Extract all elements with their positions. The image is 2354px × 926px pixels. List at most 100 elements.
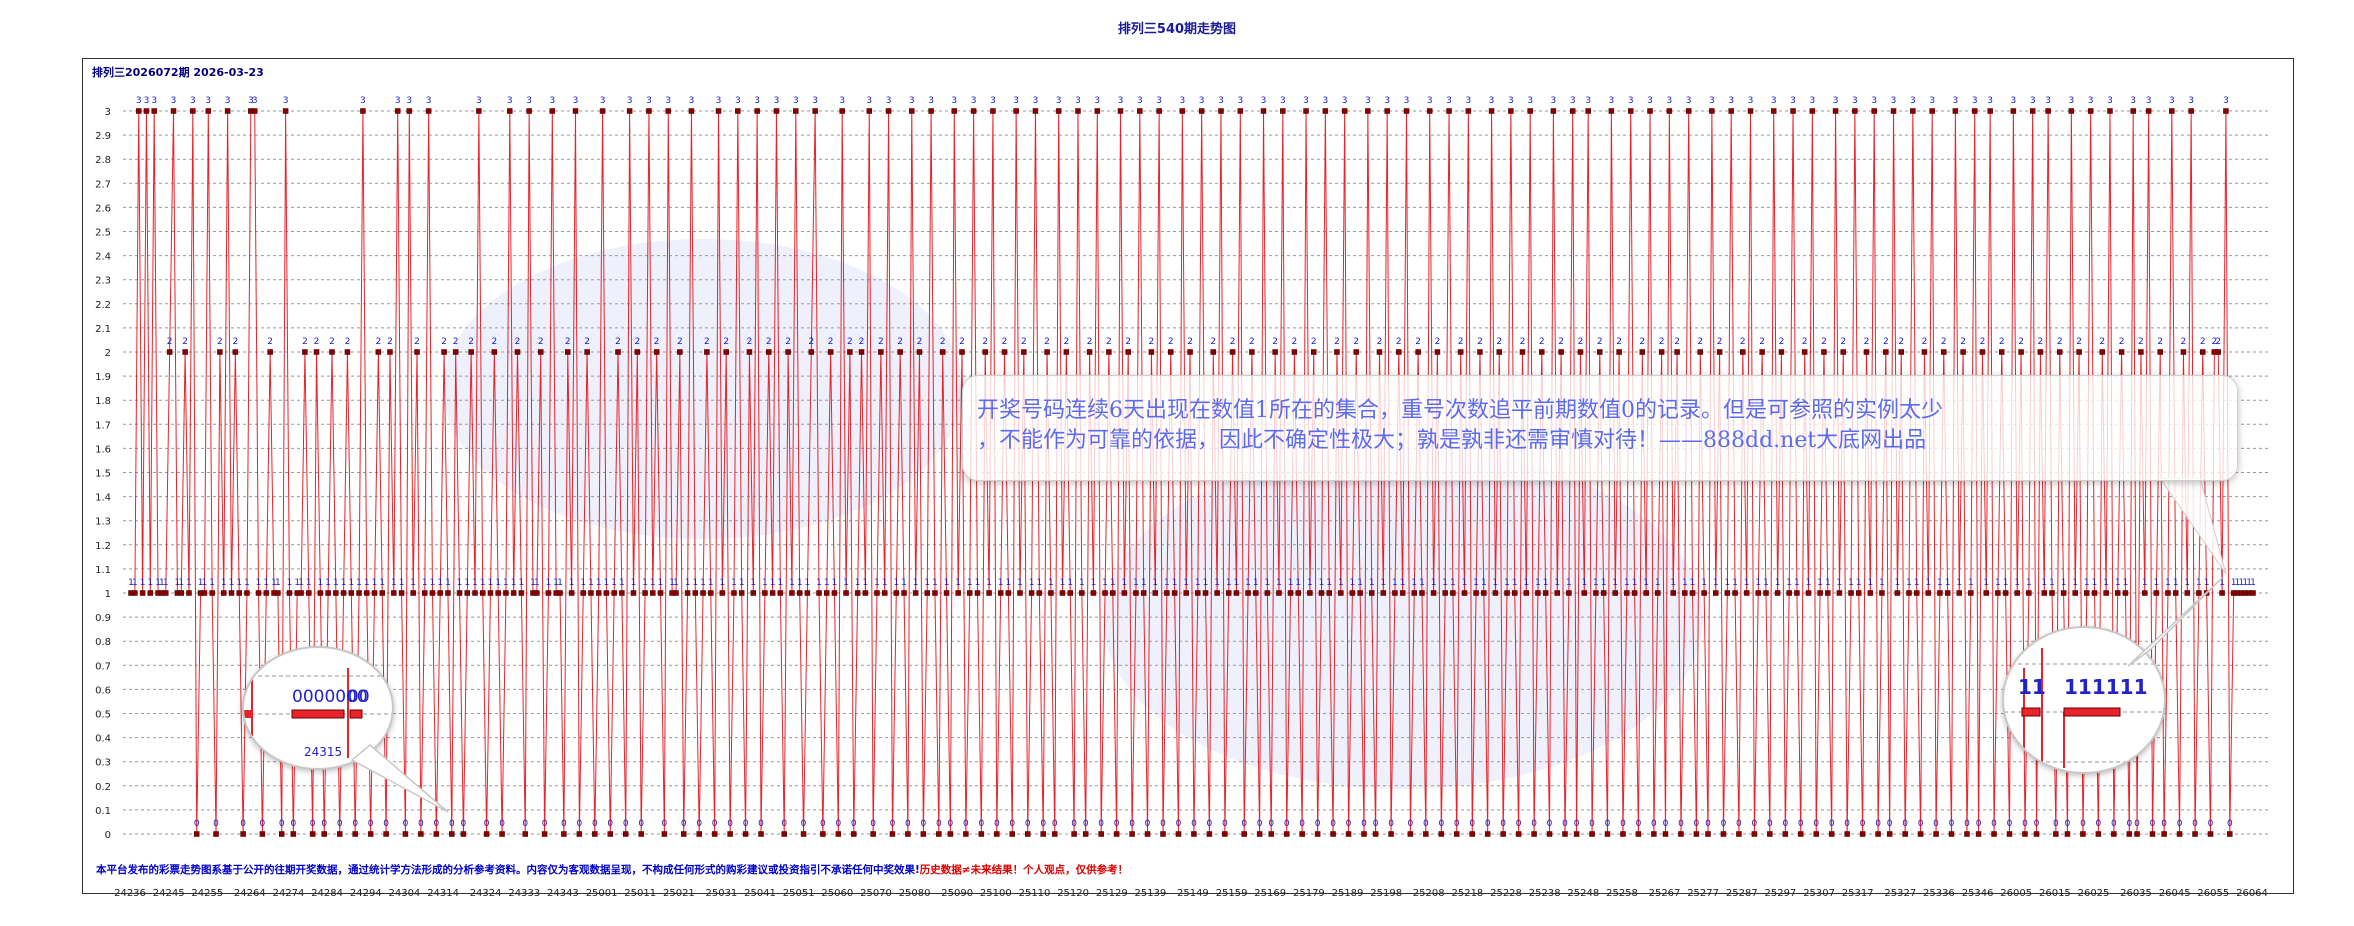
data-label: 0 — [1902, 819, 1908, 829]
data-label: 1 — [333, 578, 339, 588]
data-point — [387, 349, 393, 355]
data-label: 0 — [484, 819, 490, 829]
data-label: 2 — [1149, 337, 1155, 347]
data-point — [2107, 108, 2113, 114]
data-point — [1036, 590, 1043, 596]
data-point — [963, 831, 969, 837]
data-label: 0 — [403, 819, 409, 829]
data-label: 1 — [1775, 578, 1781, 588]
data-point — [1237, 108, 1244, 114]
data-label: 1 — [2072, 578, 2078, 588]
data-point — [391, 590, 397, 596]
data-point — [1875, 831, 1881, 837]
data-point — [170, 108, 177, 114]
data-label: 2 — [917, 337, 923, 347]
data-point — [1906, 590, 1912, 596]
data-point — [499, 831, 505, 837]
data-label: 1 — [1319, 578, 1325, 588]
data-point — [1890, 108, 1897, 114]
data-point — [1948, 831, 1955, 837]
data-label: 3 — [1489, 96, 1495, 106]
data-label: 1 — [422, 578, 428, 588]
data-point — [1052, 831, 1058, 837]
data-label: 0 — [1299, 819, 1305, 829]
data-point — [607, 831, 614, 837]
data-label: 1 — [503, 578, 509, 588]
data-label: 3 — [2188, 96, 2194, 106]
data-label: 0 — [801, 819, 807, 829]
data-point — [1388, 831, 1394, 837]
data-point — [750, 590, 757, 596]
data-point — [402, 831, 409, 837]
data-label: 2 — [615, 337, 621, 347]
data-label: 1 — [924, 578, 930, 588]
x-tick-label: 26055 — [2197, 888, 2230, 899]
data-label: 3 — [971, 96, 977, 106]
data-label: 1 — [789, 578, 795, 588]
data-point — [1253, 590, 1259, 596]
data-label: 2 — [959, 337, 965, 347]
data-label: 1 — [569, 578, 575, 588]
data-label: 3 — [1508, 96, 1514, 106]
data-point — [812, 108, 818, 114]
data-label: 1 — [2196, 578, 2202, 588]
data-point — [1566, 590, 1572, 596]
data-point — [1604, 831, 1611, 837]
data-label: 0 — [2161, 819, 2167, 829]
data-label: 2 — [387, 337, 393, 347]
data-label: 0 — [638, 819, 644, 829]
data-label: 2 — [1087, 337, 1093, 347]
data-point — [1005, 590, 1012, 596]
data-point — [483, 831, 490, 837]
data-label: 0 — [260, 819, 266, 829]
data-label: 0 — [1222, 819, 1228, 829]
data-label: 0 — [1782, 819, 1788, 829]
data-label: 1 — [1925, 578, 1931, 588]
data-point — [777, 590, 784, 596]
data-label: 1 — [1504, 578, 1510, 588]
data-point — [449, 831, 455, 837]
data-label: 2 — [1558, 337, 1564, 347]
data-point — [1345, 831, 1352, 837]
data-label: 0 — [948, 819, 954, 829]
data-label: 1 — [1295, 578, 1301, 588]
data-point — [1852, 108, 1858, 114]
data-label: 3 — [1929, 96, 1935, 106]
data-point — [1287, 590, 1294, 596]
data-label: 3 — [1871, 96, 1877, 106]
data-point — [526, 108, 532, 114]
data-label: 1 — [986, 578, 992, 588]
data-point — [1728, 108, 1734, 114]
x-tick-label: 26064 — [2236, 888, 2268, 899]
data-point — [2142, 590, 2148, 596]
data-label: 3 — [754, 96, 760, 106]
data-point — [959, 349, 965, 355]
data-label: 1 — [534, 578, 540, 588]
y-tick-label: 1 — [105, 589, 111, 600]
data-label: 1 — [1091, 578, 1097, 588]
data-point — [1048, 590, 1054, 596]
y-tick-label: 2 — [105, 348, 111, 359]
data-label: 1 — [1655, 578, 1661, 588]
data-point — [2103, 590, 2109, 596]
data-label: 1 — [1690, 578, 1696, 588]
data-label: 3 — [2088, 96, 2094, 106]
data-label: 1 — [944, 578, 950, 588]
data-point — [634, 349, 641, 355]
data-point — [1454, 831, 1460, 837]
data-point — [851, 831, 857, 837]
data-label: 0 — [1268, 819, 1274, 829]
x-tick-label: 25129 — [1095, 888, 1128, 899]
data-label: 0 — [1949, 819, 1955, 829]
data-label: 1 — [1172, 578, 1178, 588]
data-label: 1 — [2165, 578, 2171, 588]
data-label: 2 — [1779, 337, 1785, 347]
data-point — [1979, 349, 1986, 355]
data-label: 0 — [1485, 819, 1491, 829]
data-label: 1 — [731, 578, 737, 588]
data-point — [182, 349, 188, 355]
data-label: 2 — [1272, 337, 1278, 347]
data-point — [1291, 349, 1298, 355]
data-label: 2 — [491, 337, 497, 347]
data-point — [1825, 590, 1831, 596]
